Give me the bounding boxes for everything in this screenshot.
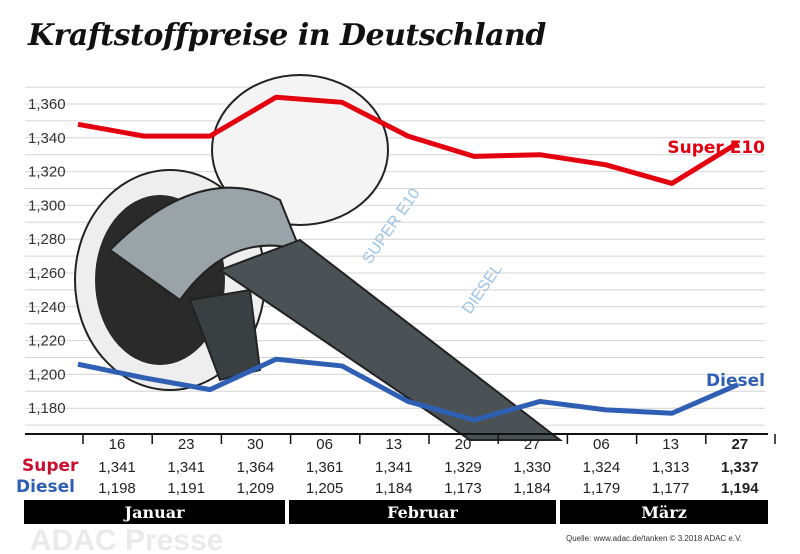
x-tick-label: 13: [662, 436, 679, 453]
y-tick-label: 1,280: [28, 231, 66, 248]
data-label: 1,361: [306, 459, 344, 476]
data-label: 1,341: [167, 459, 205, 476]
x-tick-label: 20: [455, 436, 472, 453]
y-tick-label: 1,240: [28, 299, 66, 316]
month-bar: [24, 500, 285, 524]
month-bars: Januar Februar März: [24, 500, 768, 524]
data-label: 1,173: [444, 480, 482, 497]
x-tick-label: 27: [731, 436, 748, 453]
data-label: 1,330: [513, 459, 551, 476]
fuel-cap-door: [211, 74, 389, 226]
data-label: 1,184: [375, 480, 413, 497]
y-tick-label: 1,320: [28, 164, 66, 181]
data-label: 1,209: [237, 480, 275, 497]
y-axis-ticks: 1,360 1,340 1,320 1,300 1,280 1,260 1,240 1,220…: [28, 96, 66, 417]
chart-title: Kraftstoffpreise in Deutschland: [28, 18, 546, 53]
month-label: Januar: [123, 503, 186, 522]
x-tick-label: 27: [524, 436, 541, 453]
y-tick-label: 1,360: [28, 96, 66, 113]
data-label: 1,313: [652, 459, 690, 476]
data-label: 1,198: [98, 480, 136, 497]
data-label: 1,184: [513, 480, 551, 497]
data-label: 1,329: [444, 459, 482, 476]
x-tick-label: 23: [178, 436, 195, 453]
data-label: 1,341: [98, 459, 136, 476]
data-label: 1,194: [721, 480, 759, 497]
data-label: 1,341: [375, 459, 413, 476]
x-tick-label: 13: [385, 436, 402, 453]
y-tick-label: 1,220: [28, 333, 66, 350]
x-tick-label: 30: [247, 436, 264, 453]
data-label: 1,337: [721, 459, 759, 476]
month-bar: [560, 500, 768, 524]
month-label: März: [641, 503, 687, 522]
data-label: 1,177: [652, 480, 690, 497]
x-tick-label: 06: [593, 436, 610, 453]
illustration-label-diesel: DIESEL: [459, 261, 506, 317]
nozzle-head: [108, 186, 302, 302]
month-label: Februar: [387, 503, 458, 522]
data-label: 1,324: [583, 459, 621, 476]
row-label-diesel: Diesel: [16, 477, 75, 497]
y-tick-label: 1,200: [28, 366, 66, 383]
data-label: 1,191: [167, 480, 205, 497]
y-tick-label: 1,300: [28, 197, 66, 214]
fuel-pump-illustration: SUPER E10 DIESEL: [74, 74, 563, 441]
month-bar: [289, 500, 556, 524]
y-tick-label: 1,180: [28, 400, 66, 417]
x-tick-label: 06: [316, 436, 333, 453]
series-label: Diesel: [706, 371, 765, 391]
data-label: 1,179: [583, 480, 621, 497]
row-label-super: Super: [22, 456, 79, 476]
data-label: 1,364: [237, 459, 275, 476]
y-tick-label: 1,260: [28, 265, 66, 282]
y-tick-label: 1,340: [28, 130, 66, 147]
data-label: 1,205: [306, 480, 344, 497]
source-note: Quelle: www.adac.de/tanken © 3.2018 ADAC…: [566, 534, 742, 543]
watermark: ADAC Presse: [30, 524, 223, 554]
x-tick-label: 16: [109, 436, 126, 453]
series-lines: Super E10 Diesel: [77, 94, 765, 423]
series-label: Super E10: [667, 138, 765, 158]
nozzle-trigger: [188, 288, 262, 382]
nozzle-handle: [217, 238, 563, 441]
